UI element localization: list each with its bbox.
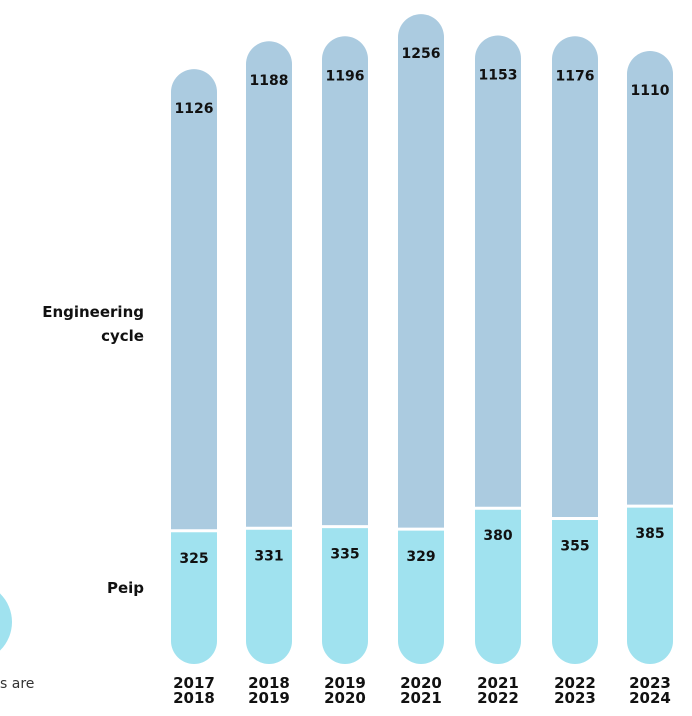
series-label: Engineering cycle	[42, 303, 144, 345]
bar-segment	[552, 36, 598, 519]
value-label: 1153	[479, 67, 518, 83]
x-tick-label: 2018 2019	[248, 674, 290, 707]
value-label: 380	[483, 528, 512, 544]
bar-segment	[246, 41, 292, 529]
bar-segment	[322, 526, 368, 664]
fragment-text: s are	[0, 676, 35, 692]
bar-segment	[246, 528, 292, 664]
value-label: 325	[179, 551, 208, 567]
x-tick-label: 2017 2018	[173, 674, 215, 707]
value-label: 1188	[250, 73, 289, 89]
value-label: 1110	[631, 83, 670, 99]
value-label: 1176	[556, 68, 595, 84]
bar-segment	[322, 36, 368, 527]
value-label: 385	[635, 526, 664, 542]
bar-segment	[627, 506, 673, 664]
bar-segment	[171, 530, 217, 664]
x-tick-label: 2020 2021	[400, 674, 442, 707]
bar-segment	[475, 35, 521, 509]
value-label: 329	[406, 549, 435, 565]
value-label: 1196	[326, 68, 365, 84]
bar-segment	[398, 14, 444, 530]
bar-segment	[627, 51, 673, 507]
series-label: Peip	[106, 579, 144, 597]
bar-segment	[552, 518, 598, 664]
bar-segment	[475, 508, 521, 664]
x-tick-label: 2021 2022	[477, 674, 519, 707]
x-tick-label: 2019 2020	[324, 674, 366, 707]
legend-circle	[0, 593, 12, 651]
value-label: 331	[254, 548, 283, 564]
value-label: 1126	[175, 101, 214, 117]
bar-segment	[398, 529, 444, 664]
value-label: 355	[560, 538, 589, 554]
value-label: 335	[330, 547, 359, 563]
value-label: 1256	[402, 46, 441, 62]
bar-segment	[171, 69, 217, 531]
x-tick-label: 2023 2024	[629, 674, 671, 707]
x-tick-label: 2022 2023	[554, 674, 596, 707]
